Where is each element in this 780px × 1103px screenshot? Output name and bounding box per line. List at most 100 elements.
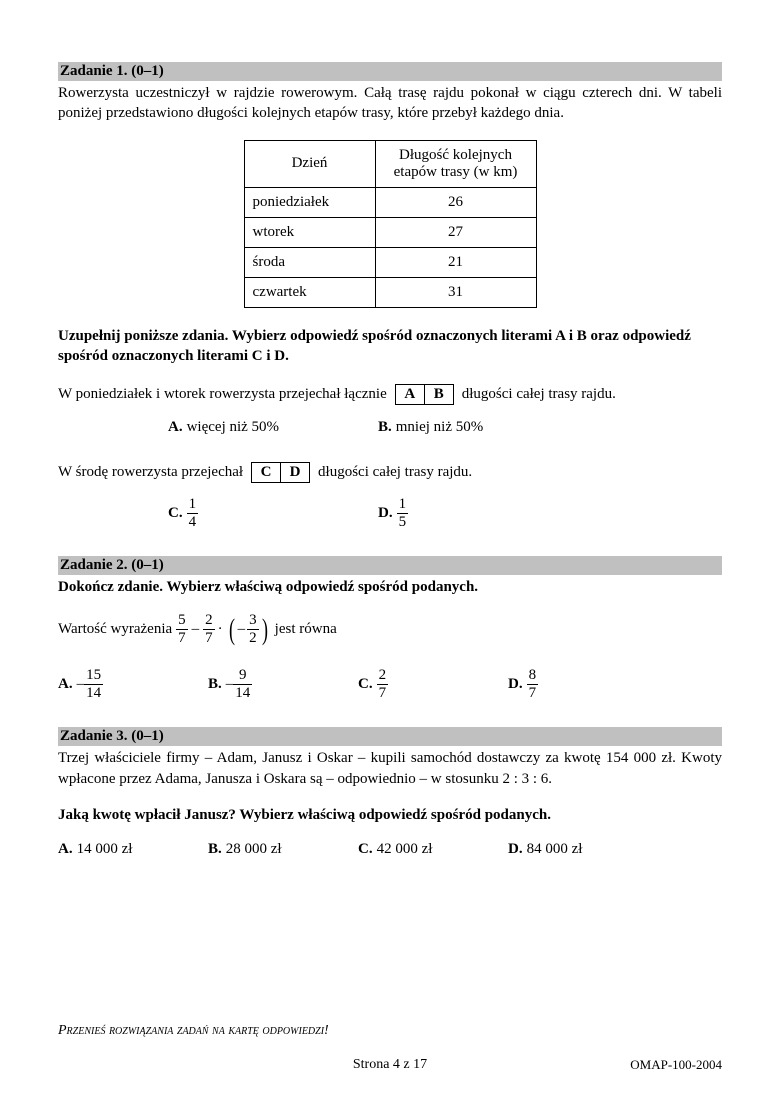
footer-note: Przenieś rozwiązania zadań na kartę odpo… [58,1023,329,1039]
fraction: 15 14 [84,668,103,701]
fraction-num: 3 [247,613,259,629]
doc-id-post: -2004 [692,1057,722,1072]
doc-id-pre: OMAP- [630,1057,672,1072]
table-row: poniedziałek [244,187,375,217]
expr-post: jest równa [275,621,337,638]
option-d[interactable]: D. 84 000 zł [508,841,582,858]
task1-line2: W środę rowerzysta przejechał C D długoś… [58,462,722,483]
option-text: 28 000 zł [226,841,282,858]
table-col2-header: Długość kolejnych etapów trasy (w km) [375,140,536,187]
fraction-den: 7 [527,684,539,701]
fraction-den: 7 [377,684,389,701]
choice-b[interactable]: B [424,385,453,404]
fraction-den: 14 [84,684,103,701]
document-id: OMAP-100-2004 [630,1057,722,1073]
line2-pre: W środę rowerzysta przejechał [58,464,243,481]
task1-header: Zadanie 1. (0–1) [58,62,722,81]
option-label: B. [378,419,392,436]
fraction-num: 1 [397,497,409,513]
task3-intro: Trzej właściciele firmy – Adam, Janusz i… [58,748,722,789]
task1-table: Dzień Długość kolejnych etapów trasy (w … [244,140,537,308]
option-text: więcej niż 50% [187,419,279,436]
option-label: D. [508,676,523,693]
minus-sign: – [77,676,85,693]
table-row: środa [244,247,375,277]
option-label: A. [58,841,73,858]
fraction-num: 8 [527,668,539,684]
expression: 5 7 – 2 7 · ( – 3 2 ) [176,613,271,646]
table-row: 26 [375,187,536,217]
table-row: 21 [375,247,536,277]
option-label: C. [358,841,373,858]
task2-options: A. – 15 14 B. – 9 14 C. 2 7 D. 8 [58,668,722,701]
option-a[interactable]: A. więcej niż 50% [168,419,378,436]
option-label: C. [358,676,373,693]
task1-line1: W poniedziałek i wtorek rowerzysta przej… [58,384,722,405]
choice-box-ab[interactable]: A B [395,384,454,405]
fraction: 2 7 [203,613,215,646]
fraction: 2 7 [377,668,389,701]
fraction: 3 2 [247,613,259,646]
task1-options-ab: A. więcej niż 50% B. mniej niż 50% [58,419,722,436]
paren-left: ( [228,618,235,642]
option-label: A. [58,676,73,693]
option-b[interactable]: B. 28 000 zł [208,841,358,858]
task2-expression-line: Wartość wyrażenia 5 7 – 2 7 · ( – 3 2 ) … [58,613,722,646]
task3-options: A. 14 000 zł B. 28 000 zł C. 42 000 zł D… [58,841,722,858]
paren-right: ) [261,618,268,642]
fraction: 1 5 [397,497,409,530]
task2-instruction: Dokończ zdanie. Wybierz właściwą odpowie… [58,577,722,597]
option-label: A. [168,419,183,436]
option-label: C. [168,505,183,522]
fraction: 8 7 [527,668,539,701]
expr-pre: Wartość wyrażenia [58,621,172,638]
table-row: 31 [375,277,536,307]
fraction-den: 7 [203,629,215,646]
option-label: B. [208,841,222,858]
option-a[interactable]: A. – 15 14 [58,668,208,701]
fraction-num: 5 [176,613,188,629]
choice-d[interactable]: D [280,463,309,482]
fraction-den: 2 [247,629,259,646]
line1-pre: W poniedziałek i wtorek rowerzysta przej… [58,386,387,403]
fraction-num: 15 [84,668,103,684]
task3-question: Jaką kwotę wpłacił Janusz? Wybierz właśc… [58,805,722,825]
fraction-num: 1 [187,497,199,513]
table-col1-header: Dzień [244,140,375,187]
fraction-den: 4 [187,513,199,530]
minus-sign: – [238,621,246,638]
task3-header: Zadanie 3. (0–1) [58,727,722,746]
table-row: 27 [375,217,536,247]
option-a[interactable]: A. 14 000 zł [58,841,208,858]
minus-sign: – [192,621,200,638]
option-d[interactable]: D. 1 5 [378,497,408,530]
fraction-num: 9 [237,668,249,684]
doc-id-mid: 100 [672,1057,692,1072]
fraction: 5 7 [176,613,188,646]
option-label: D. [378,505,393,522]
fraction-den: 14 [233,684,252,701]
option-c[interactable]: C. 1 4 [168,497,378,530]
minus-sign: – [226,676,234,693]
choice-c[interactable]: C [252,463,280,482]
fraction-den: 5 [397,513,409,530]
option-text: 14 000 zł [77,841,133,858]
option-b[interactable]: B. mniej niż 50% [378,419,483,436]
fraction-num: 2 [203,613,215,629]
task1-options-cd: C. 1 4 D. 1 5 [58,497,722,530]
dot-sign: · [218,621,223,638]
option-label: D. [508,841,523,858]
choice-box-cd[interactable]: C D [251,462,310,483]
fraction-den: 7 [176,629,188,646]
line1-post: długości całej trasy rajdu. [462,386,616,403]
option-d[interactable]: D. 8 7 [508,668,538,701]
line2-post: długości całej trasy rajdu. [318,464,472,481]
option-c[interactable]: C. 42 000 zł [358,841,508,858]
option-c[interactable]: C. 2 7 [358,668,508,701]
task1-instruction: Uzupełnij poniższe zdania. Wybierz odpow… [58,326,722,367]
choice-a[interactable]: A [396,385,424,404]
table-row: wtorek [244,217,375,247]
task2-header: Zadanie 2. (0–1) [58,556,722,575]
option-b[interactable]: B. – 9 14 [208,668,358,701]
option-text: 84 000 zł [527,841,583,858]
